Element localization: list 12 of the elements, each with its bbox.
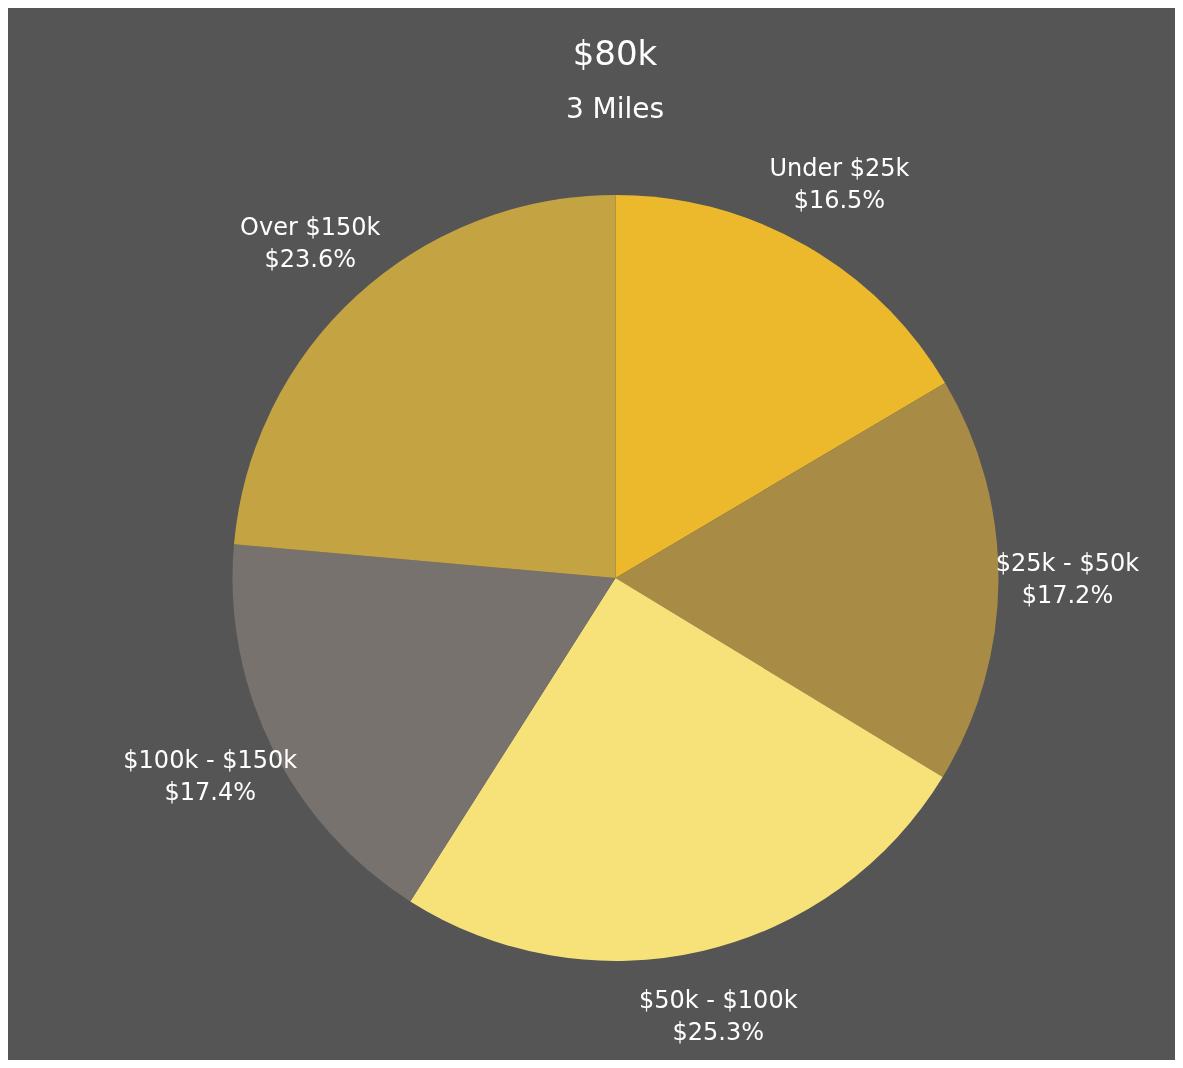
chart-title: $80k — [572, 32, 658, 73]
slice-label: $100k - $150k — [123, 746, 298, 775]
slice-label: $25k - $50k — [995, 549, 1140, 578]
chart-subtitle: 3 Miles — [565, 92, 665, 126]
data-label: $17.2% — [1021, 581, 1114, 610]
data-label: $16.5% — [793, 185, 886, 214]
data-label: $23.6% — [264, 244, 357, 273]
data-label: $25.3% — [672, 1018, 764, 1047]
slice-label: $50k - $100k — [638, 986, 798, 1015]
data-label: $17.4% — [164, 778, 257, 807]
slice-label: Under $25k — [769, 153, 910, 182]
slice-label: Over $150k — [240, 212, 381, 241]
